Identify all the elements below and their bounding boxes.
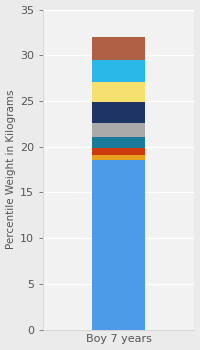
Y-axis label: Percentile Weight in Kilograms: Percentile Weight in Kilograms bbox=[6, 90, 16, 249]
Bar bbox=[92, 136, 145, 148]
Bar bbox=[92, 155, 145, 160]
Bar bbox=[92, 160, 145, 330]
Bar bbox=[92, 82, 145, 102]
Bar bbox=[92, 123, 145, 136]
Bar bbox=[92, 37, 145, 60]
Bar bbox=[92, 102, 145, 123]
Bar bbox=[92, 60, 145, 82]
Bar bbox=[92, 148, 145, 155]
